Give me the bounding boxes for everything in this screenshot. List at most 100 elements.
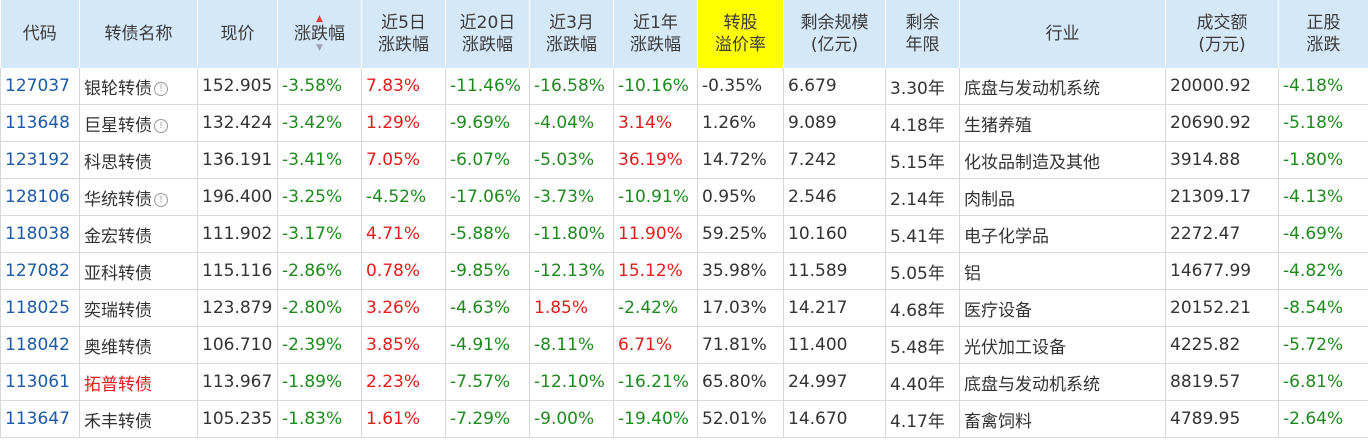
cell-premium: 14.72% <box>697 141 784 179</box>
cell-stock-chg: -4.69% <box>1278 215 1368 253</box>
cell-change: -3.42% <box>277 104 362 142</box>
cell-turnover: 3914.88 <box>1165 141 1279 179</box>
cell-chg5d: 4.71% <box>361 215 446 253</box>
cell-chg1y: 6.71% <box>613 326 698 364</box>
cell-stock-chg: -2.64% <box>1278 400 1368 438</box>
header-years[interactable]: 剩余 年限 <box>885 0 960 68</box>
cell-name[interactable]: 拓普转债 <box>79 363 198 401</box>
cell-premium: 52.01% <box>697 400 784 438</box>
cell-years: 5.48年 <box>885 326 960 364</box>
header-price[interactable]: 现价 <box>197 0 278 68</box>
header-code[interactable]: 代码 <box>0 0 80 68</box>
table-row[interactable]: 118025 奕瑞转债 123.879 -2.80% 3.26% -4.63% 1.85% -… <box>0 289 1368 327</box>
header-change[interactable]: ▲ 涨跌幅 ▼ <box>277 0 362 68</box>
cell-chg5d: 0.78% <box>361 252 446 290</box>
cell-premium: 71.81% <box>697 326 784 364</box>
cell-chg1y: 15.12% <box>613 252 698 290</box>
cell-turnover: 4789.95 <box>1165 400 1279 438</box>
cell-stock-chg: -4.82% <box>1278 252 1368 290</box>
table-row[interactable]: 127082 亚科转债 115.116 -2.86% 0.78% -9.85% -12.13… <box>0 252 1368 290</box>
cell-code[interactable]: 123192 <box>0 141 80 179</box>
cell-name[interactable]: 奕瑞转债 <box>79 289 198 327</box>
cell-chg3m: -12.13% <box>529 252 614 290</box>
header-chg1y[interactable]: 近1年 涨跌幅 <box>613 0 698 68</box>
cell-chg5d: -4.52% <box>361 178 446 216</box>
cell-change: -3.41% <box>277 141 362 179</box>
cell-scale: 11.589 <box>783 252 886 290</box>
cell-years: 4.18年 <box>885 104 960 142</box>
cell-name[interactable]: 巨星转债! <box>79 104 198 142</box>
table-row[interactable]: 123192 科思转债 136.191 -3.41% 7.05% -6.07% -5.03%… <box>0 141 1368 179</box>
cell-scale: 9.089 <box>783 104 886 142</box>
cell-change: -3.25% <box>277 178 362 216</box>
table-row[interactable]: 118038 金宏转债 111.902 -3.17% 4.71% -5.88% -11.80… <box>0 215 1368 253</box>
cell-premium: 17.03% <box>697 289 784 327</box>
cell-chg1y: -19.40% <box>613 400 698 438</box>
cell-name[interactable]: 银轮转债! <box>79 68 198 105</box>
table-row[interactable]: 127037 银轮转债! 152.905 -3.58% 7.83% -11.46% -16.… <box>0 68 1368 105</box>
cell-industry: 铝 <box>959 252 1166 290</box>
cell-name[interactable]: 华统转债! <box>79 178 198 216</box>
cell-industry: 化妆品制造及其他 <box>959 141 1166 179</box>
cell-years: 5.15年 <box>885 141 960 179</box>
header-scale[interactable]: 剩余规模 (亿元) <box>783 0 886 68</box>
cell-years: 4.17年 <box>885 400 960 438</box>
header-stock-chg[interactable]: 正股 涨跌 <box>1278 0 1368 68</box>
cell-price: 152.905 <box>197 68 278 105</box>
cell-name[interactable]: 金宏转债 <box>79 215 198 253</box>
cell-chg3m: -5.03% <box>529 141 614 179</box>
table-row[interactable]: 113061 拓普转债 113.967 -1.89% 2.23% -7.57% -12.10… <box>0 363 1368 401</box>
cell-turnover: 14677.99 <box>1165 252 1279 290</box>
cell-code[interactable]: 113061 <box>0 363 80 401</box>
header-name[interactable]: 转债名称 <box>79 0 198 68</box>
info-icon[interactable]: ! <box>154 192 168 207</box>
cell-code[interactable]: 127082 <box>0 252 80 290</box>
info-icon[interactable]: ! <box>154 118 168 133</box>
cell-chg5d: 2.23% <box>361 363 446 401</box>
header-premium[interactable]: 转股 溢价率 <box>697 0 784 68</box>
cell-chg3m: 1.85% <box>529 289 614 327</box>
cell-price: 136.191 <box>197 141 278 179</box>
header-chg3m[interactable]: 近3月 涨跌幅 <box>529 0 614 68</box>
cell-name[interactable]: 禾丰转债 <box>79 400 198 438</box>
cell-chg1y: 3.14% <box>613 104 698 142</box>
sort-down-icon: ▼ <box>316 43 323 53</box>
cell-stock-chg: -5.72% <box>1278 326 1368 364</box>
cell-stock-chg: -5.18% <box>1278 104 1368 142</box>
table-row[interactable]: 128106 华统转债! 196.400 -3.25% -4.52% -17.06% -3.… <box>0 178 1368 216</box>
cell-name[interactable]: 奥维转债 <box>79 326 198 364</box>
cell-code[interactable]: 113647 <box>0 400 80 438</box>
header-turnover[interactable]: 成交额 (万元) <box>1165 0 1279 68</box>
cell-premium: 65.80% <box>697 363 784 401</box>
cell-chg20d: -4.91% <box>445 326 530 364</box>
header-chg20d[interactable]: 近20日 涨跌幅 <box>445 0 530 68</box>
cell-code[interactable]: 118038 <box>0 215 80 253</box>
cell-chg20d: -5.88% <box>445 215 530 253</box>
cell-premium: 1.26% <box>697 104 784 142</box>
info-icon[interactable]: ! <box>154 81 168 96</box>
cell-industry: 生猪养殖 <box>959 104 1166 142</box>
cell-change: -1.83% <box>277 400 362 438</box>
cell-change: -2.39% <box>277 326 362 364</box>
cell-code[interactable]: 113648 <box>0 104 80 142</box>
cell-stock-chg: -6.81% <box>1278 363 1368 401</box>
cell-chg5d: 7.83% <box>361 68 446 105</box>
cell-price: 196.400 <box>197 178 278 216</box>
cell-code[interactable]: 127037 <box>0 68 80 105</box>
cell-industry: 肉制品 <box>959 178 1166 216</box>
cell-name[interactable]: 科思转债 <box>79 141 198 179</box>
cell-turnover: 20152.21 <box>1165 289 1279 327</box>
cell-name[interactable]: 亚科转债 <box>79 252 198 290</box>
cell-code[interactable]: 118042 <box>0 326 80 364</box>
cell-code[interactable]: 128106 <box>0 178 80 216</box>
header-chg5d[interactable]: 近5日 涨跌幅 <box>361 0 446 68</box>
cell-code[interactable]: 118025 <box>0 289 80 327</box>
table-row[interactable]: 118042 奥维转债 106.710 -2.39% 3.85% -4.91% -8.11%… <box>0 326 1368 364</box>
cell-scale: 10.160 <box>783 215 886 253</box>
header-industry[interactable]: 行业 <box>959 0 1166 68</box>
table-row[interactable]: 113647 禾丰转债 105.235 -1.83% 1.61% -7.29% -9.00%… <box>0 400 1368 438</box>
table-row[interactable]: 113648 巨星转债! 132.424 -3.42% 1.29% -9.69% -4.04… <box>0 104 1368 142</box>
cell-chg1y: -10.16% <box>613 68 698 105</box>
cell-chg20d: -11.46% <box>445 68 530 105</box>
